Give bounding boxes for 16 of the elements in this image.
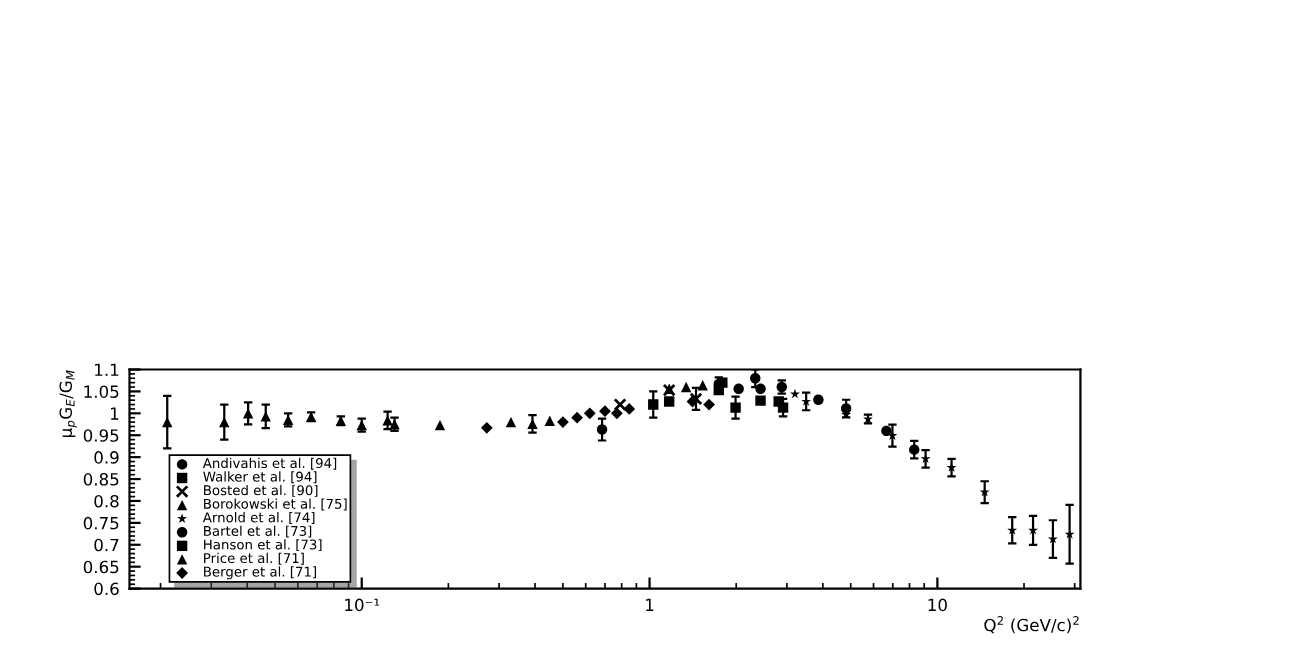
x-tick-label: 10 <box>928 598 947 612</box>
y-tick-label: 0.85 <box>83 473 119 486</box>
y-tick-label: 0.9 <box>94 451 119 464</box>
y-tick-label: 1.05 <box>84 385 119 398</box>
y-tick-label: 0.95 <box>83 429 119 442</box>
y-axis-title: μ$_{p}$G$_{E}$/G$_{M}$ <box>59 370 77 437</box>
y-tick-label: 0.6 <box>94 582 119 596</box>
y-tick-label: 0.8 <box>94 494 119 508</box>
y-tick-label: 0.7 <box>94 538 119 552</box>
x-axis-title: Q$^{2}$ (GeV/c)$^{2}$ <box>984 616 1079 634</box>
y-tick-label: 0.65 <box>83 560 119 574</box>
x-tick-label: 10⁻¹ <box>345 598 380 612</box>
y-tick-label: 1 <box>111 407 119 420</box>
x-tick-label: 1 <box>646 598 654 611</box>
y-tick-label: 1.1 <box>95 363 119 376</box>
y-tick-label: 0.75 <box>83 516 119 530</box>
